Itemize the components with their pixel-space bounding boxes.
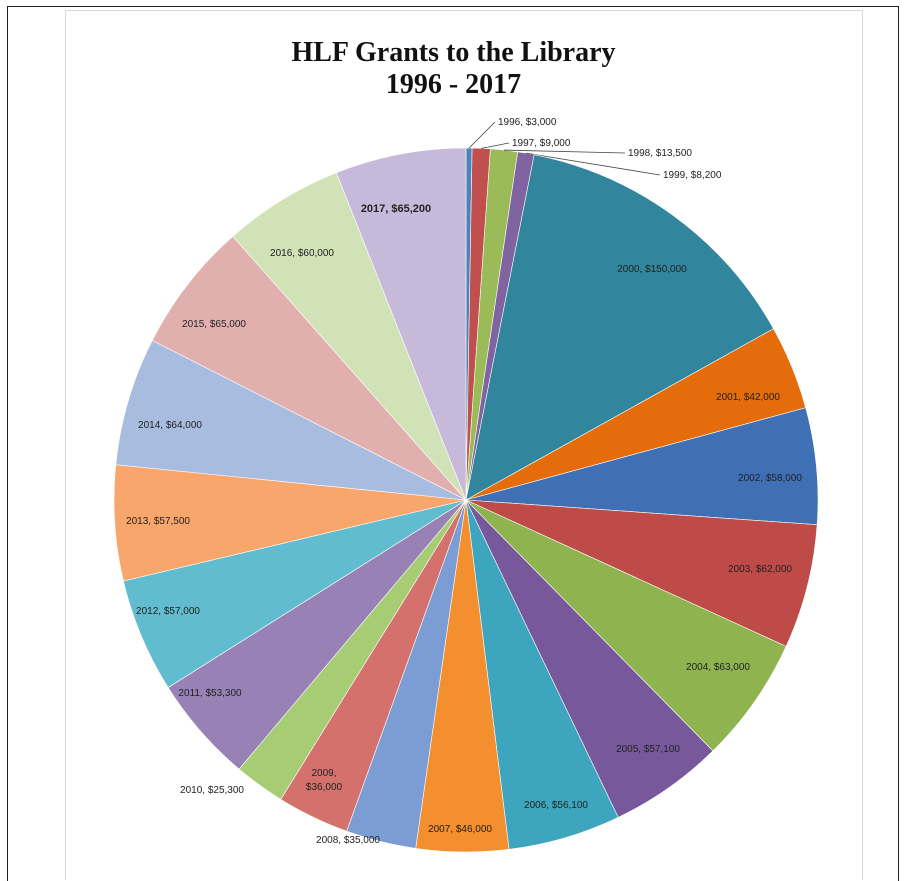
pie-slice-2017: [335, 147, 467, 501]
pie-slice-2015: [151, 235, 467, 501]
pie-slice-2004: [465, 499, 787, 752]
slice-label-2006: 2006, $56,100: [524, 800, 588, 811]
chart-subtitle: 1996 - 2017: [385, 69, 522, 100]
pie-slice-2003: [465, 499, 818, 647]
pie-slice-2014: [115, 340, 467, 501]
slice-label-2009: 2009, $36,000: [306, 768, 343, 793]
slice-label-1997: 1997, $9,000: [512, 138, 571, 149]
chart-title: HLF Grants to the Library: [291, 37, 616, 68]
leader-line-1997: [481, 142, 510, 149]
slice-label-1998: 1998, $13,500: [628, 148, 692, 159]
slice-label-2014: 2014, $64,000: [138, 420, 202, 431]
slice-label-1996: 1996, $3,000: [498, 117, 557, 128]
slice-label-2008: 2008, $35,000: [316, 835, 380, 846]
slice-label-2001: 2001, $42,000: [716, 392, 780, 403]
slice-label-2016: 2016, $60,000: [270, 248, 334, 259]
slice-label-2013: 2013, $57,500: [126, 516, 190, 527]
slice-label-2010: 2010, $25,300: [180, 785, 244, 796]
slice-label-2003: 2003, $62,000: [728, 564, 792, 575]
leader-line-1999: [525, 152, 661, 176]
slice-label-2011: 2011, $53,300: [178, 688, 242, 699]
pie-slice-2000: [465, 154, 774, 501]
slice-label-2005: 2005, $57,100: [616, 744, 680, 755]
slice-label-2017: 2017, $65,200: [361, 203, 431, 215]
slice-label-2012: 2012, $57,000: [136, 606, 200, 617]
slice-label-2015: 2015, $65,000: [182, 319, 246, 330]
slice-label-2002: 2002, $58,000: [738, 473, 802, 484]
slice-label-2000: 2000, $150,000: [617, 264, 687, 275]
slice-label-2007: 2007, $46,000: [428, 824, 492, 835]
slice-label-2004: 2004, $63,000: [686, 662, 750, 673]
chart-area-border: [65, 10, 863, 880]
slice-label-1999: 1999, $8,200: [663, 170, 722, 181]
leader-line-1996: [468, 121, 496, 149]
leader-line-1998: [504, 149, 626, 154]
